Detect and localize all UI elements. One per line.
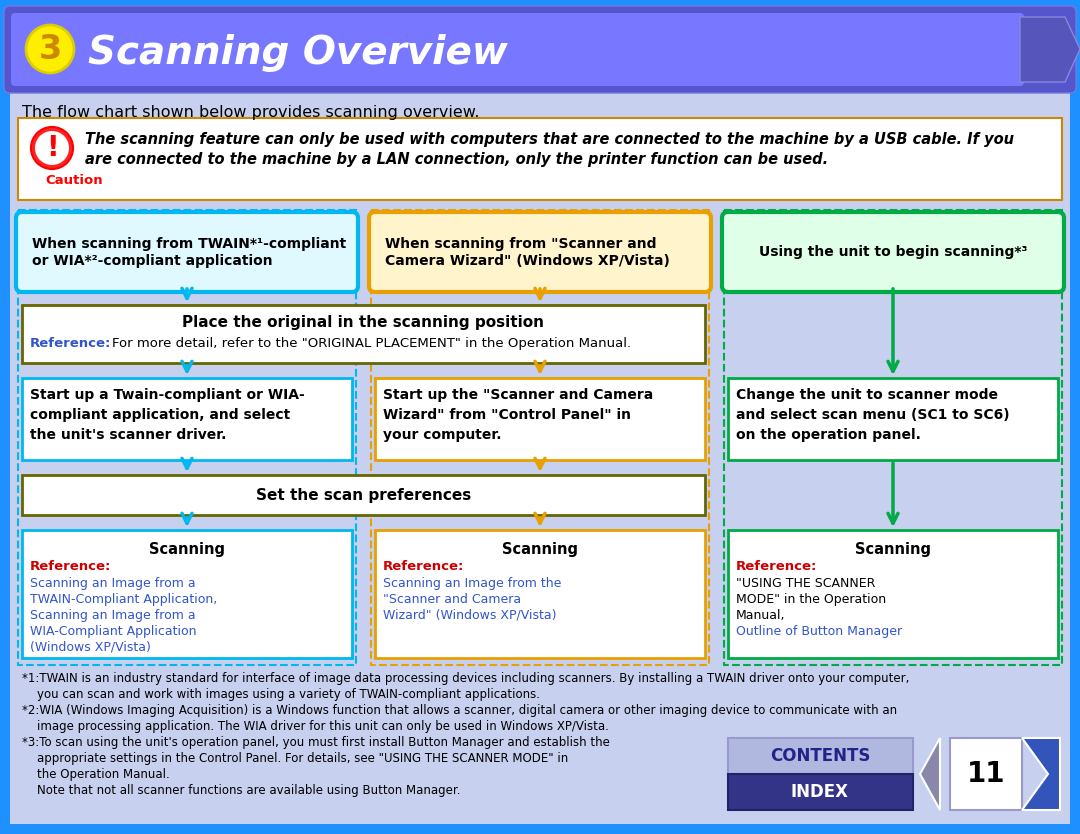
Text: Scanning an Image from a: Scanning an Image from a — [30, 577, 195, 590]
Text: Change the unit to scanner mode: Change the unit to scanner mode — [735, 388, 998, 402]
Text: WIA-Compliant Application: WIA-Compliant Application — [30, 625, 197, 638]
Text: image processing application. The WIA driver for this unit can only be used in W: image processing application. The WIA dr… — [22, 720, 609, 733]
Text: Place the original in the scanning position: Place the original in the scanning posit… — [183, 315, 544, 330]
Text: "USING THE SCANNER: "USING THE SCANNER — [735, 577, 876, 590]
Text: 11: 11 — [967, 760, 1005, 788]
Text: The flow chart shown below provides scanning overview.: The flow chart shown below provides scan… — [22, 105, 480, 120]
FancyBboxPatch shape — [375, 378, 705, 460]
Text: Using the unit to begin scanning*³: Using the unit to begin scanning*³ — [759, 245, 1027, 259]
FancyBboxPatch shape — [22, 530, 352, 658]
Text: The scanning feature can only be used with computers that are connected to the m: The scanning feature can only be used wi… — [85, 132, 1014, 147]
Text: MODE" in the Operation: MODE" in the Operation — [735, 593, 886, 606]
Text: TWAIN-Compliant Application,: TWAIN-Compliant Application, — [30, 593, 217, 606]
Text: Camera Wizard" (Windows XP/Vista): Camera Wizard" (Windows XP/Vista) — [384, 254, 670, 268]
Text: are connected to the machine by a LAN connection, only the printer function can : are connected to the machine by a LAN co… — [85, 152, 828, 167]
Text: your computer.: your computer. — [383, 428, 501, 442]
Text: Wizard" (Windows XP/Vista): Wizard" (Windows XP/Vista) — [383, 609, 556, 622]
Polygon shape — [1022, 738, 1059, 810]
Text: INDEX: INDEX — [791, 783, 849, 801]
Text: appropriate settings in the Control Panel. For details, see "USING THE SCANNER M: appropriate settings in the Control Pane… — [22, 752, 568, 765]
Text: *1:TWAIN is an industry standard for interface of image data processing devices : *1:TWAIN is an industry standard for int… — [22, 672, 909, 685]
Text: Manual,: Manual, — [735, 609, 785, 622]
Text: Scanning an Image from the: Scanning an Image from the — [383, 577, 562, 590]
Polygon shape — [920, 738, 940, 810]
Text: and select scan menu (SC1 to SC6): and select scan menu (SC1 to SC6) — [735, 408, 1010, 422]
FancyBboxPatch shape — [0, 0, 1080, 16]
FancyBboxPatch shape — [16, 212, 357, 292]
Text: compliant application, and select: compliant application, and select — [30, 408, 291, 422]
Circle shape — [32, 128, 72, 168]
Text: or WIA*²-compliant application: or WIA*²-compliant application — [32, 254, 272, 268]
Text: "Scanner and Camera: "Scanner and Camera — [383, 593, 525, 606]
FancyBboxPatch shape — [728, 738, 913, 774]
FancyBboxPatch shape — [22, 305, 705, 363]
FancyBboxPatch shape — [10, 10, 1070, 824]
Text: Start up a Twain-compliant or WIA-: Start up a Twain-compliant or WIA- — [30, 388, 305, 402]
Text: 3: 3 — [39, 33, 62, 66]
FancyBboxPatch shape — [369, 212, 711, 292]
FancyBboxPatch shape — [22, 475, 705, 515]
Text: Outline of Button Manager: Outline of Button Manager — [735, 625, 902, 638]
Text: *2:WIA (Windows Imaging Acquisition) is a Windows function that allows a scanner: *2:WIA (Windows Imaging Acquisition) is … — [22, 704, 897, 717]
FancyBboxPatch shape — [11, 13, 1024, 86]
Text: Scanning: Scanning — [502, 542, 578, 557]
FancyBboxPatch shape — [22, 378, 352, 460]
Text: CONTENTS: CONTENTS — [770, 747, 870, 765]
Text: Reference:: Reference: — [30, 337, 111, 350]
Text: Reference:: Reference: — [383, 560, 464, 573]
Text: on the operation panel.: on the operation panel. — [735, 428, 921, 442]
FancyBboxPatch shape — [723, 212, 1064, 292]
Text: Wizard" from "Control Panel" in: Wizard" from "Control Panel" in — [383, 408, 631, 422]
Text: Scanning: Scanning — [149, 542, 225, 557]
FancyBboxPatch shape — [728, 378, 1058, 460]
Text: Start up the "Scanner and Camera: Start up the "Scanner and Camera — [383, 388, 653, 402]
Text: Caution: Caution — [45, 174, 103, 187]
Text: Scanning: Scanning — [855, 542, 931, 557]
Text: Set the scan preferences: Set the scan preferences — [256, 488, 471, 503]
Text: When scanning from TWAIN*¹-compliant: When scanning from TWAIN*¹-compliant — [32, 237, 347, 251]
FancyBboxPatch shape — [18, 118, 1062, 200]
Text: Scanning an Image from a: Scanning an Image from a — [30, 609, 195, 622]
Circle shape — [32, 128, 72, 168]
Text: When scanning from "Scanner and: When scanning from "Scanner and — [384, 237, 657, 251]
FancyBboxPatch shape — [728, 774, 913, 810]
Text: (Windows XP/Vista): (Windows XP/Vista) — [30, 641, 151, 654]
Polygon shape — [1020, 17, 1080, 82]
Text: the unit's scanner driver.: the unit's scanner driver. — [30, 428, 227, 442]
Circle shape — [26, 25, 75, 73]
Text: For more detail, refer to the "ORIGINAL PLACEMENT" in the Operation Manual.: For more detail, refer to the "ORIGINAL … — [112, 337, 631, 350]
FancyBboxPatch shape — [728, 530, 1058, 658]
Circle shape — [35, 131, 69, 165]
FancyBboxPatch shape — [950, 738, 1022, 810]
FancyBboxPatch shape — [0, 818, 1080, 834]
Text: Note that not all scanner functions are available using Button Manager.: Note that not all scanner functions are … — [22, 784, 460, 797]
Text: Scanning Overview: Scanning Overview — [87, 34, 508, 72]
Text: *3:To scan using the unit's operation panel, you must first install Button Manag: *3:To scan using the unit's operation pa… — [22, 736, 610, 749]
FancyBboxPatch shape — [375, 530, 705, 658]
Text: you can scan and work with images using a variety of TWAIN-compliant application: you can scan and work with images using … — [22, 688, 540, 701]
FancyBboxPatch shape — [4, 6, 1076, 93]
Text: Reference:: Reference: — [735, 560, 818, 573]
Text: !: ! — [45, 134, 58, 162]
Text: Reference:: Reference: — [30, 560, 111, 573]
Text: the Operation Manual.: the Operation Manual. — [22, 768, 170, 781]
